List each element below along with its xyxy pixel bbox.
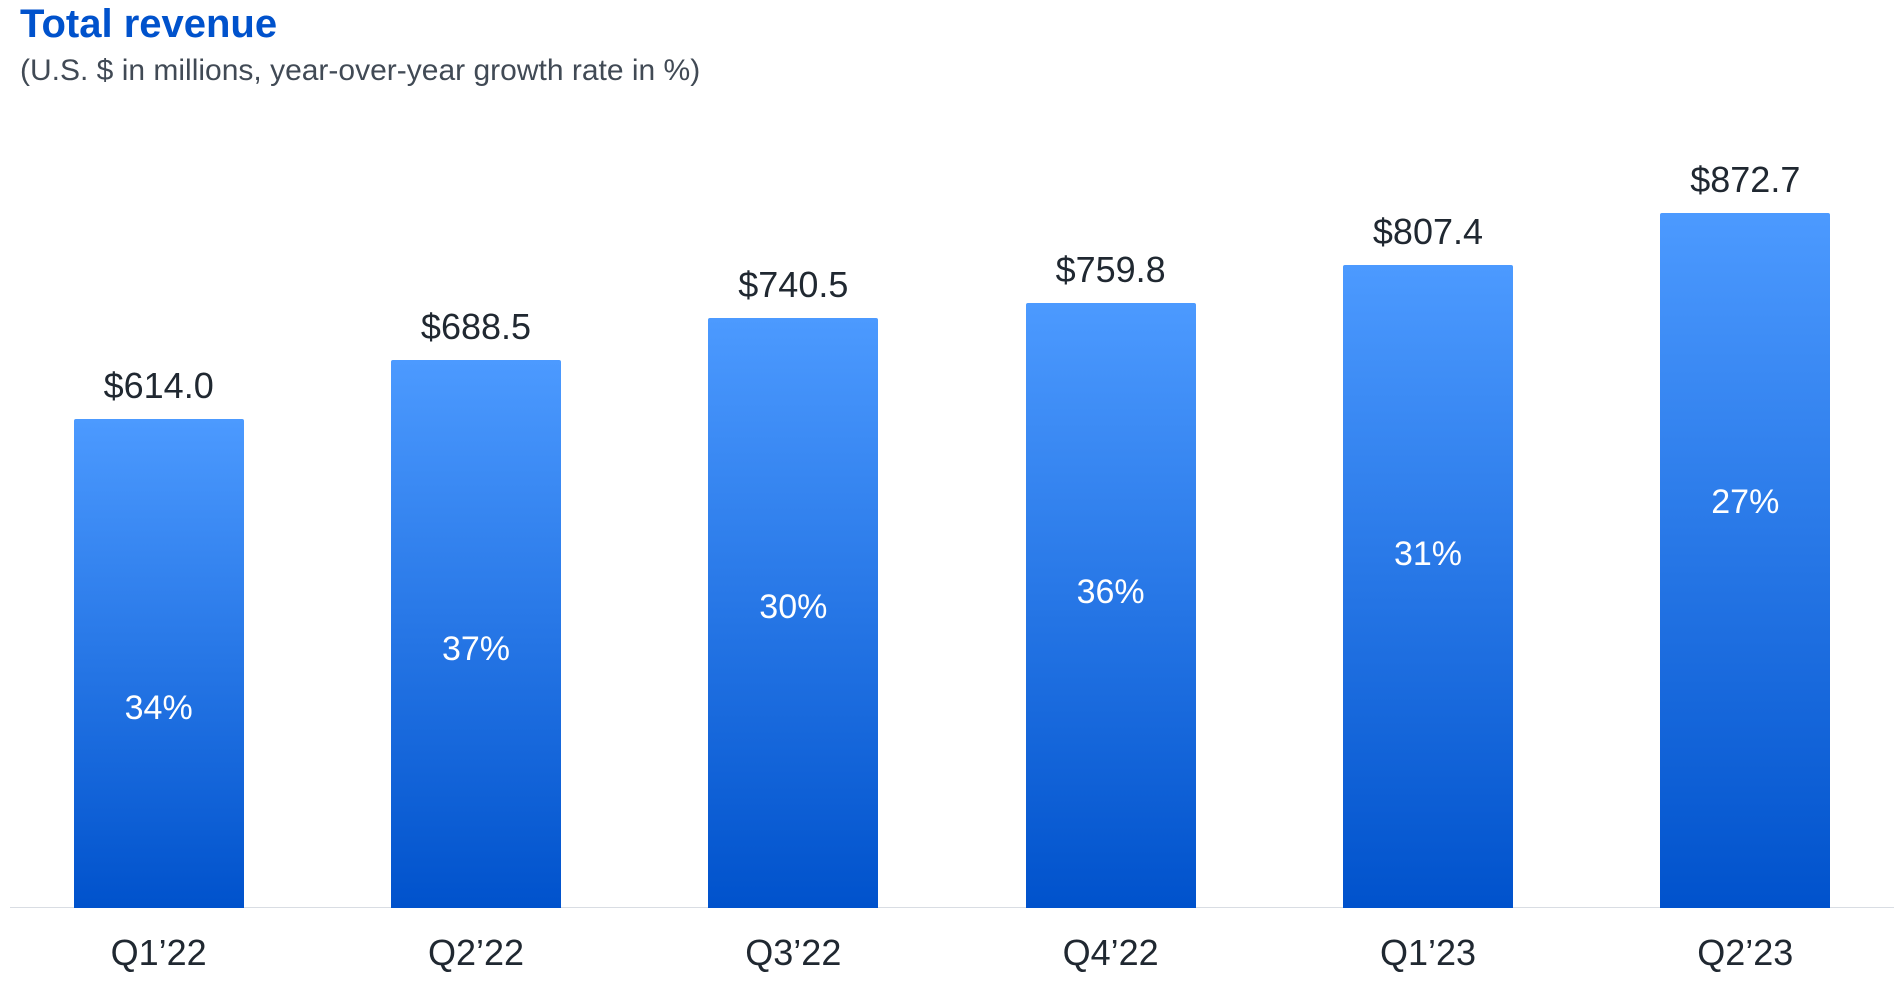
bar: $614.034% [74,419,244,908]
chart-x-axis: Q1’22Q2’22Q3’22Q4’22Q1’23Q2’23 [0,908,1904,998]
bar: $759.836% [1026,303,1196,908]
bar-slot: $740.5 30% [635,0,952,908]
bar-growth-label: 37% [442,630,510,669]
bar-value-label: $614.0 [104,365,214,407]
chart-bars: $614.0 34% $688.5 37% $740.5 30% $759.8 36% $807… [0,0,1904,908]
bar-slot: $614.0 34% [0,0,317,908]
x-axis-label: Q4’22 [952,908,1269,998]
bar-value-label: $872.7 [1690,159,1800,201]
x-axis-label: Q2’23 [1587,908,1904,998]
bar-slot: $872.7 27% [1587,0,1904,908]
bar-slot: $688.5 37% [317,0,634,908]
bar-growth-label: 36% [1077,573,1145,612]
bar-value-label: $688.5 [421,306,531,348]
chart-container: Total revenue (U.S. $ in millions, year-… [0,0,1904,998]
bar-growth-label: 34% [125,689,193,728]
bar: $807.431% [1343,265,1513,908]
bar-value-label: $740.5 [738,264,848,306]
bar: $872.727% [1660,213,1830,908]
bar: $688.537% [391,360,561,908]
bar-growth-label: 30% [759,588,827,627]
x-axis-label: Q3’22 [635,908,952,998]
x-axis-label: Q1’23 [1269,908,1586,998]
bar-growth-label: 27% [1711,483,1779,522]
bar: $740.530% [708,318,878,908]
bar-growth-label: 31% [1394,535,1462,574]
bar-slot: $759.8 36% [952,0,1269,908]
x-axis-label: Q1’22 [0,908,317,998]
bar-slot: $807.4 31% [1269,0,1586,908]
bar-value-label: $759.8 [1056,249,1166,291]
x-axis-label: Q2’22 [317,908,634,998]
bar-value-label: $807.4 [1373,211,1483,253]
